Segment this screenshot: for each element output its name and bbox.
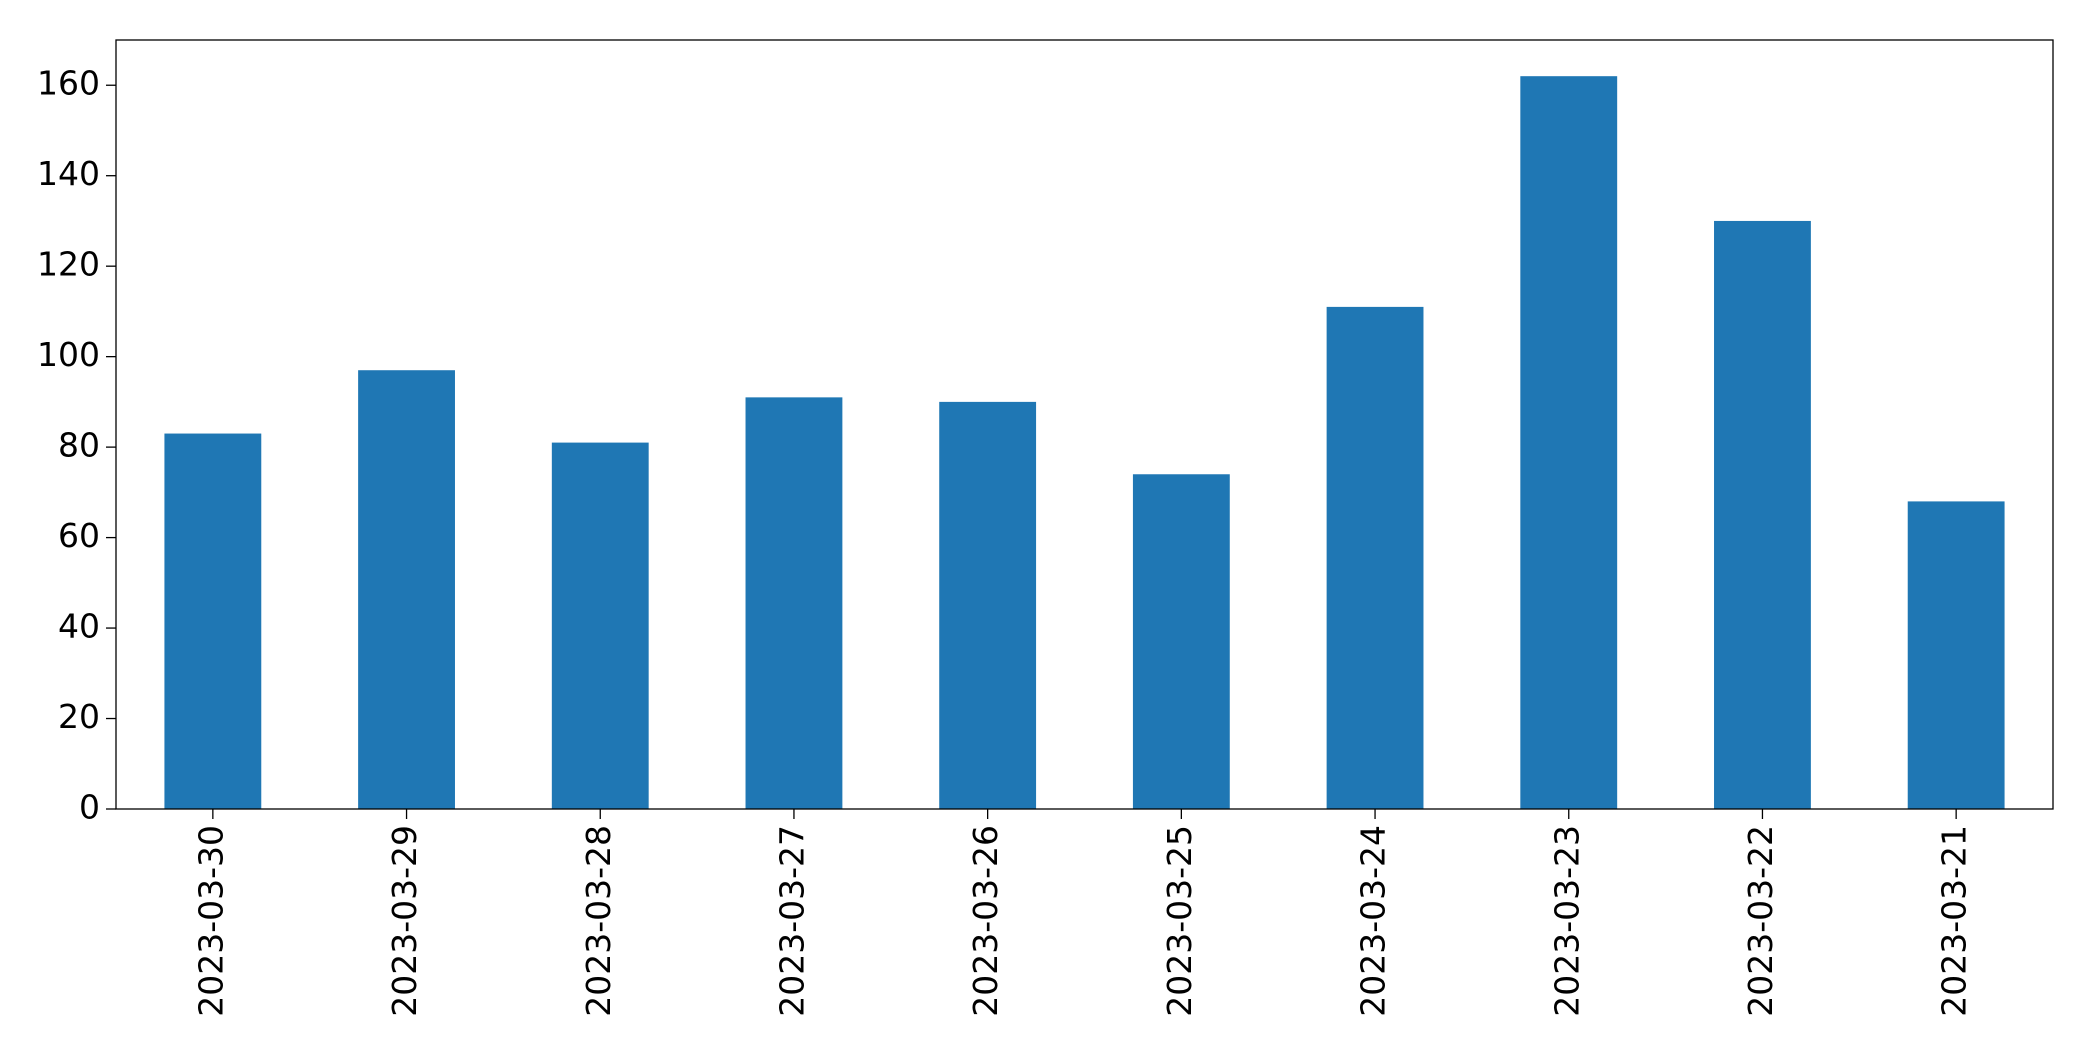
bar [1907, 501, 2005, 809]
x-tick-label: 2023-03-23 [1547, 825, 1586, 1017]
x-tick-label: 2023-03-25 [1160, 825, 1199, 1017]
bar [164, 433, 262, 809]
x-tick-label: 2023-03-28 [579, 825, 618, 1017]
x-tick-label: 2023-03-24 [1354, 825, 1393, 1017]
bar [1132, 474, 1230, 809]
x-tick-label: 2023-03-29 [385, 825, 424, 1017]
y-tick-label: 60 [58, 516, 100, 555]
bar [1520, 76, 1618, 809]
y-tick-label: 80 [58, 426, 100, 465]
y-tick-label: 0 [79, 788, 100, 827]
plot-frame [115, 39, 2054, 810]
bar [745, 397, 843, 809]
x-tick-label: 2023-03-30 [191, 825, 230, 1017]
y-tick-label: 120 [37, 245, 100, 284]
x-tick-label: 2023-03-27 [772, 825, 811, 1017]
y-tick-label: 20 [58, 697, 100, 736]
bar [939, 401, 1037, 809]
x-tick-label: 2023-03-22 [1741, 825, 1780, 1017]
y-tick-label: 40 [58, 607, 100, 646]
bar [551, 442, 649, 809]
y-tick-label: 160 [37, 64, 100, 103]
x-tick-label: 2023-03-21 [1935, 825, 1974, 1017]
bar [358, 370, 455, 809]
y-tick-label: 100 [37, 335, 100, 374]
bar [1326, 306, 1424, 809]
y-tick-label: 140 [37, 154, 100, 193]
x-tick-label: 2023-03-26 [966, 825, 1005, 1017]
bar [1714, 220, 1811, 810]
